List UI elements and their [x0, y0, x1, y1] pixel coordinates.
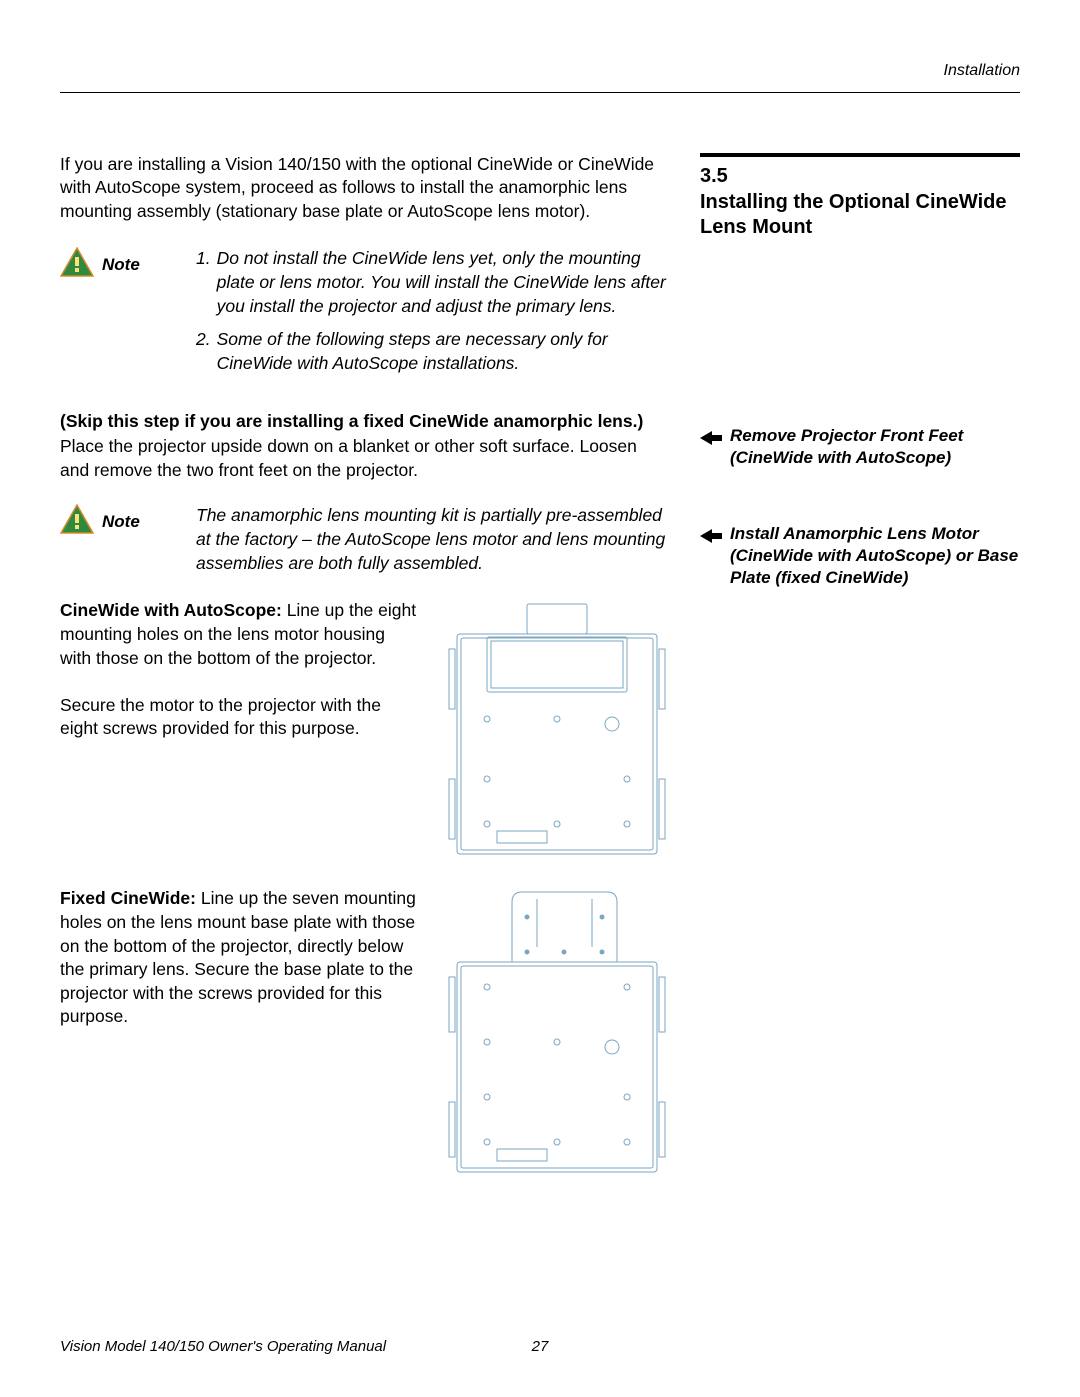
main-column: If you are installing a Vision 140/150 w… [60, 153, 670, 1206]
header-rule [60, 92, 1020, 93]
arrow-left-icon [700, 526, 722, 550]
header-breadcrumb: Installation [60, 60, 1020, 82]
place-projector-para: Place the projector upside down on a bla… [60, 435, 670, 482]
side-column: 3.5 Installing the Optional CineWide Len… [700, 153, 1020, 1206]
caution-icon [60, 504, 94, 541]
intro-paragraph: If you are installing a Vision 140/150 w… [60, 153, 670, 224]
footer-title: Vision Model 140/150 Owner's Operating M… [60, 1337, 386, 1357]
note-block-1: Note 1. Do not install the CineWide lens… [60, 247, 670, 385]
arrow-left-icon [700, 428, 722, 452]
note-block-2: Note The anamorphic lens mounting kit is… [60, 504, 670, 575]
fixed-cinewide-para: Fixed CineWide: Line up the seven mounti… [60, 887, 420, 1029]
note1-item-2: 2. Some of the following steps are neces… [196, 328, 670, 375]
note1-item-1: 1. Do not install the CineWide lens yet,… [196, 247, 670, 318]
secure-motor-para: Secure the motor to the projector with t… [60, 694, 420, 741]
side-subheading-2: Install Anamorphic Lens Motor (CineWide … [700, 523, 1020, 589]
note2-text: The anamorphic lens mounting kit is part… [196, 504, 670, 575]
section-heading: 3.5 Installing the Optional CineWide Len… [700, 153, 1020, 240]
cinewide-autoscope-para: CineWide with AutoScope: Line up the eig… [60, 599, 420, 670]
diagram-autoscope [447, 599, 667, 859]
note-label-1: Note [102, 254, 140, 277]
caution-icon [60, 247, 94, 284]
footer-page-number: 27 [532, 1337, 549, 1357]
diagram-fixed-cinewide [447, 887, 667, 1177]
skip-step-line: (Skip this step if you are installing a … [60, 410, 670, 434]
page-footer: Vision Model 140/150 Owner's Operating M… [60, 1337, 1020, 1357]
note-label-2: Note [102, 511, 140, 534]
side-subheading-1: Remove Projector Front Feet (CineWide wi… [700, 425, 1020, 469]
